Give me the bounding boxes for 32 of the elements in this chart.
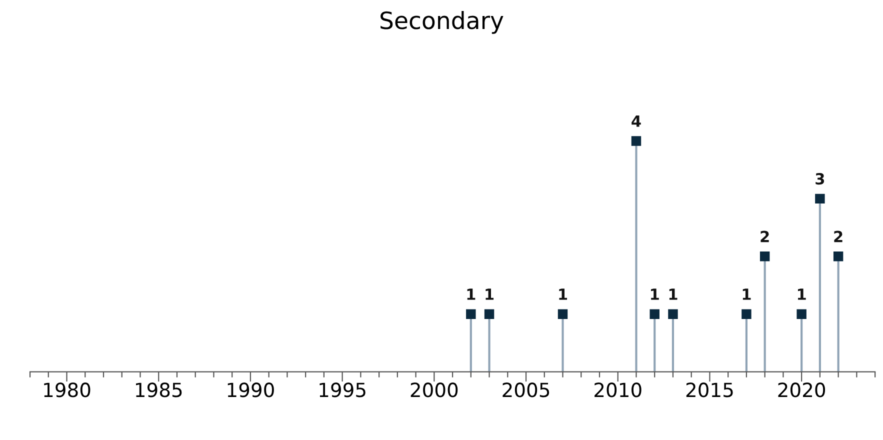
x-tick-label: 2015 (686, 382, 733, 398)
point (760, 252, 770, 262)
point (796, 309, 806, 319)
point (650, 309, 660, 319)
point (631, 136, 642, 146)
data-label: 2 (834, 230, 842, 242)
x-tick-label: 2000 (410, 382, 458, 398)
x-tick-label: 1985 (136, 382, 182, 398)
point (466, 309, 476, 319)
chart-title: Secondary (380, 11, 504, 34)
data-label: 1 (486, 288, 494, 300)
data-label: 1 (742, 288, 751, 300)
data-label: 1 (467, 288, 476, 300)
x-tick-label: 1980 (44, 382, 90, 398)
x-tick-label: 2010 (594, 382, 642, 398)
data-label: 3 (816, 173, 824, 185)
data-label: 4 (632, 116, 641, 127)
data-label: 1 (559, 288, 568, 300)
x-tick-label: 2020 (778, 382, 826, 398)
data-label: 1 (651, 288, 659, 300)
data-label: 2 (760, 230, 769, 242)
x-tick-label: 2005 (502, 382, 550, 398)
data-label: 1 (798, 288, 806, 300)
data-label: 1 (669, 288, 678, 300)
point (484, 309, 494, 319)
point (558, 309, 568, 319)
point (815, 194, 825, 204)
point (742, 309, 752, 319)
x-tick-label: 1995 (320, 382, 366, 398)
point (668, 309, 678, 319)
x-tick-label: 1990 (228, 382, 274, 398)
point (833, 252, 844, 262)
